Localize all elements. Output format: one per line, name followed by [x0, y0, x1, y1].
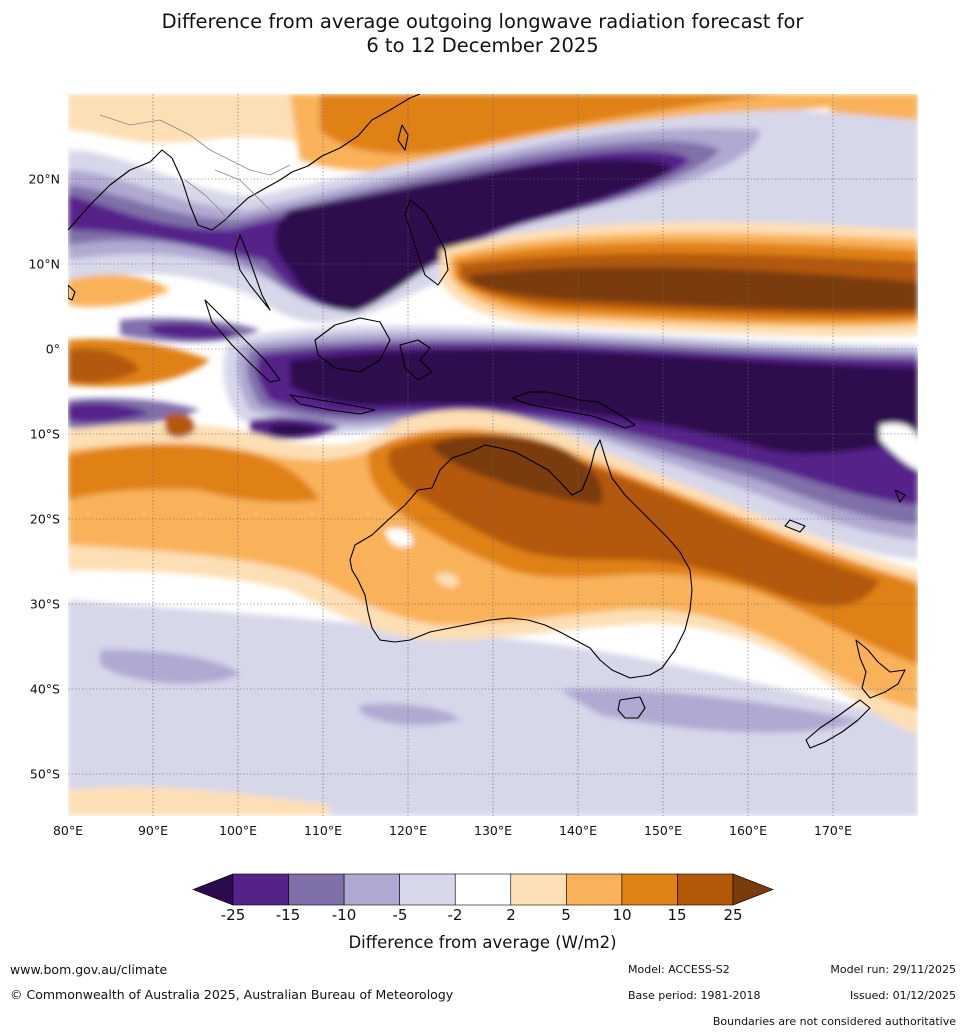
lon-label-90e: 90°E	[137, 823, 169, 838]
nz-north-island	[855, 639, 906, 699]
lat-label-20s: 20°S	[29, 511, 60, 527]
colorbar	[192, 873, 774, 906]
sumatra-coastline	[204, 299, 281, 383]
lon-label-130e: 130°E	[473, 823, 513, 838]
lat-label-10n: 10°N	[28, 256, 60, 272]
lat-label-30s: 30°S	[29, 596, 60, 612]
country-borders	[99, 114, 291, 226]
colorbar-swatch	[677, 873, 734, 906]
lat-label-20n: 20°N	[28, 171, 60, 187]
anomaly-field	[68, 94, 918, 816]
graticule	[68, 94, 918, 816]
java-coastline	[289, 394, 376, 415]
sri-lanka-coastline	[68, 284, 76, 301]
colorbar-swatch	[454, 873, 512, 906]
base-period-text: Base period: 1981-2018	[628, 989, 761, 1002]
asia-coastline	[68, 94, 421, 231]
colorbar-swatch	[621, 873, 678, 906]
philippines-coastline	[404, 199, 449, 286]
colorbar-swatch	[232, 873, 289, 906]
sulawesi-coastline	[399, 339, 433, 381]
tasmania-coastline	[617, 696, 646, 719]
colorbar-extend-low	[192, 873, 234, 906]
colorbar-tick: -25	[220, 906, 246, 924]
colorbar-tick: -15	[275, 906, 301, 924]
colorbar-tick: 5	[561, 906, 571, 924]
colorbar-swatch	[566, 873, 623, 906]
chart-title: Difference from average outgoing longwav…	[0, 10, 965, 58]
indochina-coastline	[234, 234, 271, 311]
lon-label-120e: 120°E	[388, 823, 428, 838]
lon-label-140e: 140°E	[558, 823, 598, 838]
colorbar-extend-high	[732, 873, 774, 906]
taiwan-coastline	[397, 124, 409, 151]
colorbar-tick: -2	[447, 906, 463, 924]
lon-label-80e: 80°E	[52, 823, 84, 838]
colorbar-tick: 15	[667, 906, 687, 924]
copyright-text: © Commonwealth of Australia 2025, Austra…	[10, 987, 454, 1002]
model-text: Model: ACCESS-S2	[628, 963, 730, 976]
nz-south-island	[805, 699, 871, 749]
lon-label-170e: 170°E	[813, 823, 853, 838]
lat-label-10s: 10°S	[29, 426, 60, 442]
colorbar-tick: -5	[392, 906, 408, 924]
colorbar-swatch	[343, 873, 400, 906]
lon-label-110e: 110°E	[303, 823, 343, 838]
title-line-2: 6 to 12 December 2025	[366, 34, 599, 57]
disclaimer-text: Boundaries are not considered authoritat…	[712, 1015, 956, 1028]
title-line-1: Difference from average outgoing longwav…	[161, 10, 804, 33]
colorbar-label: Difference from average (W/m2)	[348, 933, 617, 952]
coastlines	[68, 94, 906, 749]
website-text: www.bom.gov.au/climate	[10, 962, 168, 977]
colorbar-tick: -10	[331, 906, 357, 924]
lon-label-100e: 100°E	[218, 823, 258, 838]
colorbar-swatch	[399, 873, 456, 906]
lat-label-50s: 50°S	[29, 766, 60, 782]
model-run-text: Model run: 29/11/2025	[830, 963, 956, 976]
colorbar-tick: 2	[506, 906, 516, 924]
lon-label-150e: 150°E	[643, 823, 683, 838]
lon-label-160e: 160°E	[728, 823, 768, 838]
colorbar-tick: 10	[612, 906, 632, 924]
colorbar-tick: 25	[723, 906, 743, 924]
lat-label-40s: 40°S	[29, 681, 60, 697]
new-guinea-coastline	[511, 391, 636, 429]
australia-coastline	[349, 439, 693, 679]
lat-label-0: 0°	[45, 341, 60, 357]
colorbar-swatch	[288, 873, 345, 906]
borneo-coastline	[314, 317, 391, 373]
issued-text: Issued: 01/12/2025	[849, 989, 956, 1002]
colorbar-swatch	[510, 873, 567, 906]
